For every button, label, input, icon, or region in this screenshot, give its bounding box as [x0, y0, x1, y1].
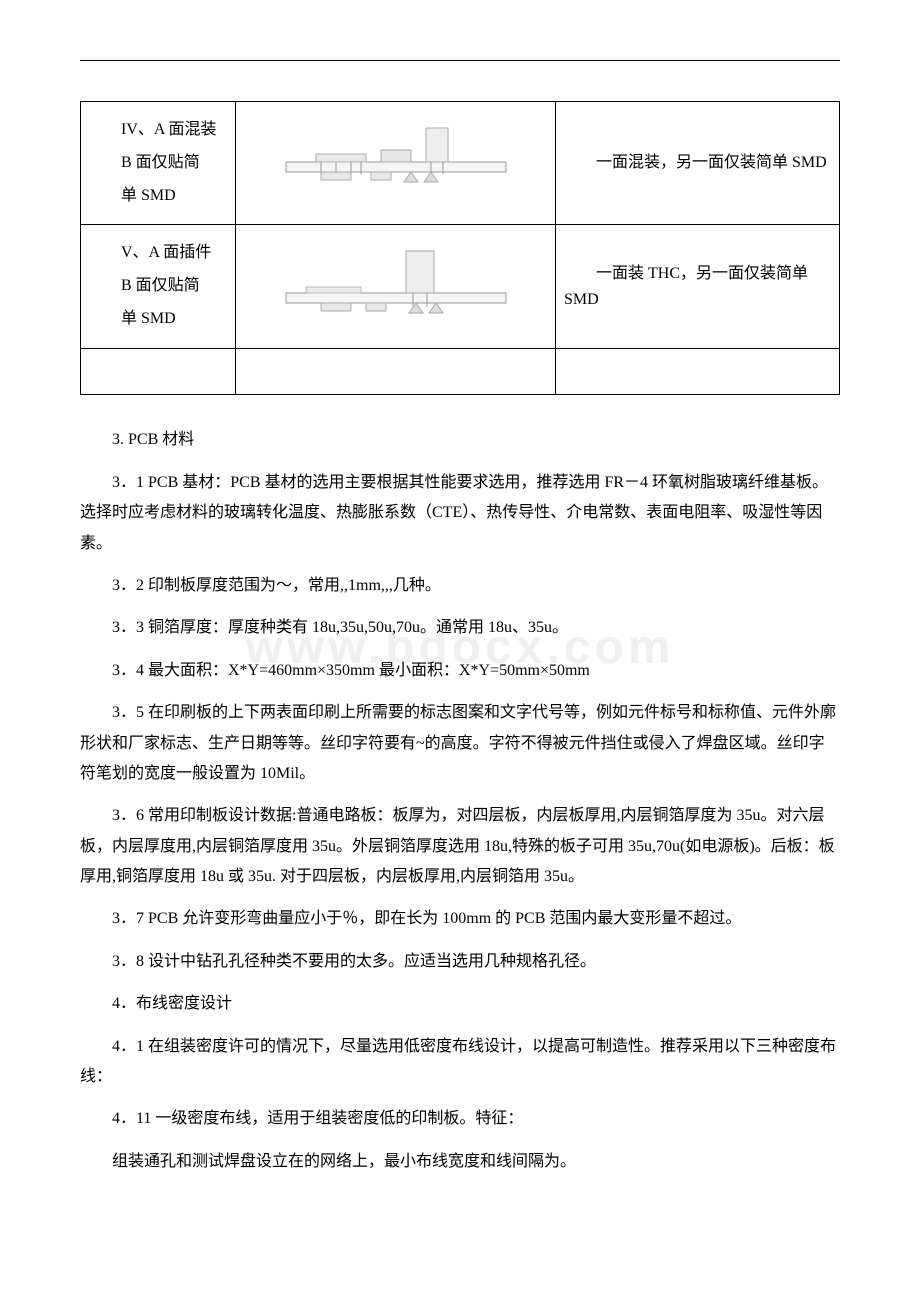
para-4: 4．布线密度设计	[80, 989, 840, 1019]
table-row: V、A 面插件 B 面仅贴简 单 SMD 一面装 THC，另一	[81, 225, 840, 348]
top-rule	[80, 60, 840, 61]
row4-desc: 一面混装，另一面仅装简单 SMD	[564, 150, 831, 176]
empty-cell-1	[81, 348, 236, 395]
empty-cell-2	[236, 348, 556, 395]
row5-diagram-cell	[236, 225, 556, 348]
para-3-2: 3．2 印制板厚度范围为～，常用,,1mm,,,几种。	[80, 571, 840, 601]
row5-line3: 单 SMD	[89, 305, 227, 334]
row4-desc-cell: 一面混装，另一面仅装简单 SMD	[556, 102, 840, 225]
thc-smd-diagram	[244, 237, 547, 337]
para-3-8: 3．8 设计中钻孔孔径种类不要用的太多。应适当选用几种规格孔径。	[80, 947, 840, 977]
assembly-table: IV、A 面混装 B 面仅贴简 单 SMD	[80, 101, 840, 395]
row5-label-cell: V、A 面插件 B 面仅贴简 单 SMD	[81, 225, 236, 348]
para-3: 3. PCB 材料	[80, 425, 840, 455]
para-3-5: 3．5 在印刷板的上下两表面印刷上所需要的标志图案和文字代号等，例如元件标号和标…	[80, 698, 840, 789]
row5-desc-cell: 一面装 THC，另一面仅装简单 SMD	[556, 225, 840, 348]
para-3-4: 3．4 最大面积：X*Y=460mm×350mm 最小面积：X*Y=50mm×5…	[80, 656, 840, 686]
empty-cell-3	[556, 348, 840, 395]
table-row: IV、A 面混装 B 面仅贴简 单 SMD	[81, 102, 840, 225]
para-3-6: 3．6 常用印制板设计数据:普通电路板：板厚为，对四层板，内层板厚用,内层铜箔厚…	[80, 801, 840, 892]
para-3-1: 3．1 PCB 基材：PCB 基材的选用主要根据其性能要求选用，推荐选用 FR－…	[80, 468, 840, 559]
row5-line1: V、A 面插件	[89, 239, 227, 268]
row5-desc: 一面装 THC，另一面仅装简单 SMD	[564, 261, 831, 312]
mixed-assembly-diagram	[244, 118, 547, 208]
row4-line2: B 面仅贴简	[89, 149, 227, 178]
para-3-3: 3．3 铜箔厚度：厚度种类有 18u,35u,50u,70u。通常用 18u、3…	[80, 613, 840, 643]
row4-diagram-cell	[236, 102, 556, 225]
para-4-11b: 组装通孔和测试焊盘设立在的网络上，最小布线宽度和线间隔为。	[80, 1147, 840, 1177]
row5-line2: B 面仅贴简	[89, 272, 227, 301]
para-4-1: 4．1 在组装密度许可的情况下，尽量选用低密度布线设计，以提高可制造性。推荐采用…	[80, 1032, 840, 1093]
para-4-11: 4．11 一级密度布线，适用于组装密度低的印制板。特征：	[80, 1104, 840, 1134]
row4-label-cell: IV、A 面混装 B 面仅贴简 单 SMD	[81, 102, 236, 225]
table-row-empty	[81, 348, 840, 395]
row4-line1: IV、A 面混装	[89, 116, 227, 145]
row4-line3: 单 SMD	[89, 182, 227, 211]
para-3-7: 3．7 PCB 允许变形弯曲量应小于％，即在长为 100mm 的 PCB 范围内…	[80, 904, 840, 934]
